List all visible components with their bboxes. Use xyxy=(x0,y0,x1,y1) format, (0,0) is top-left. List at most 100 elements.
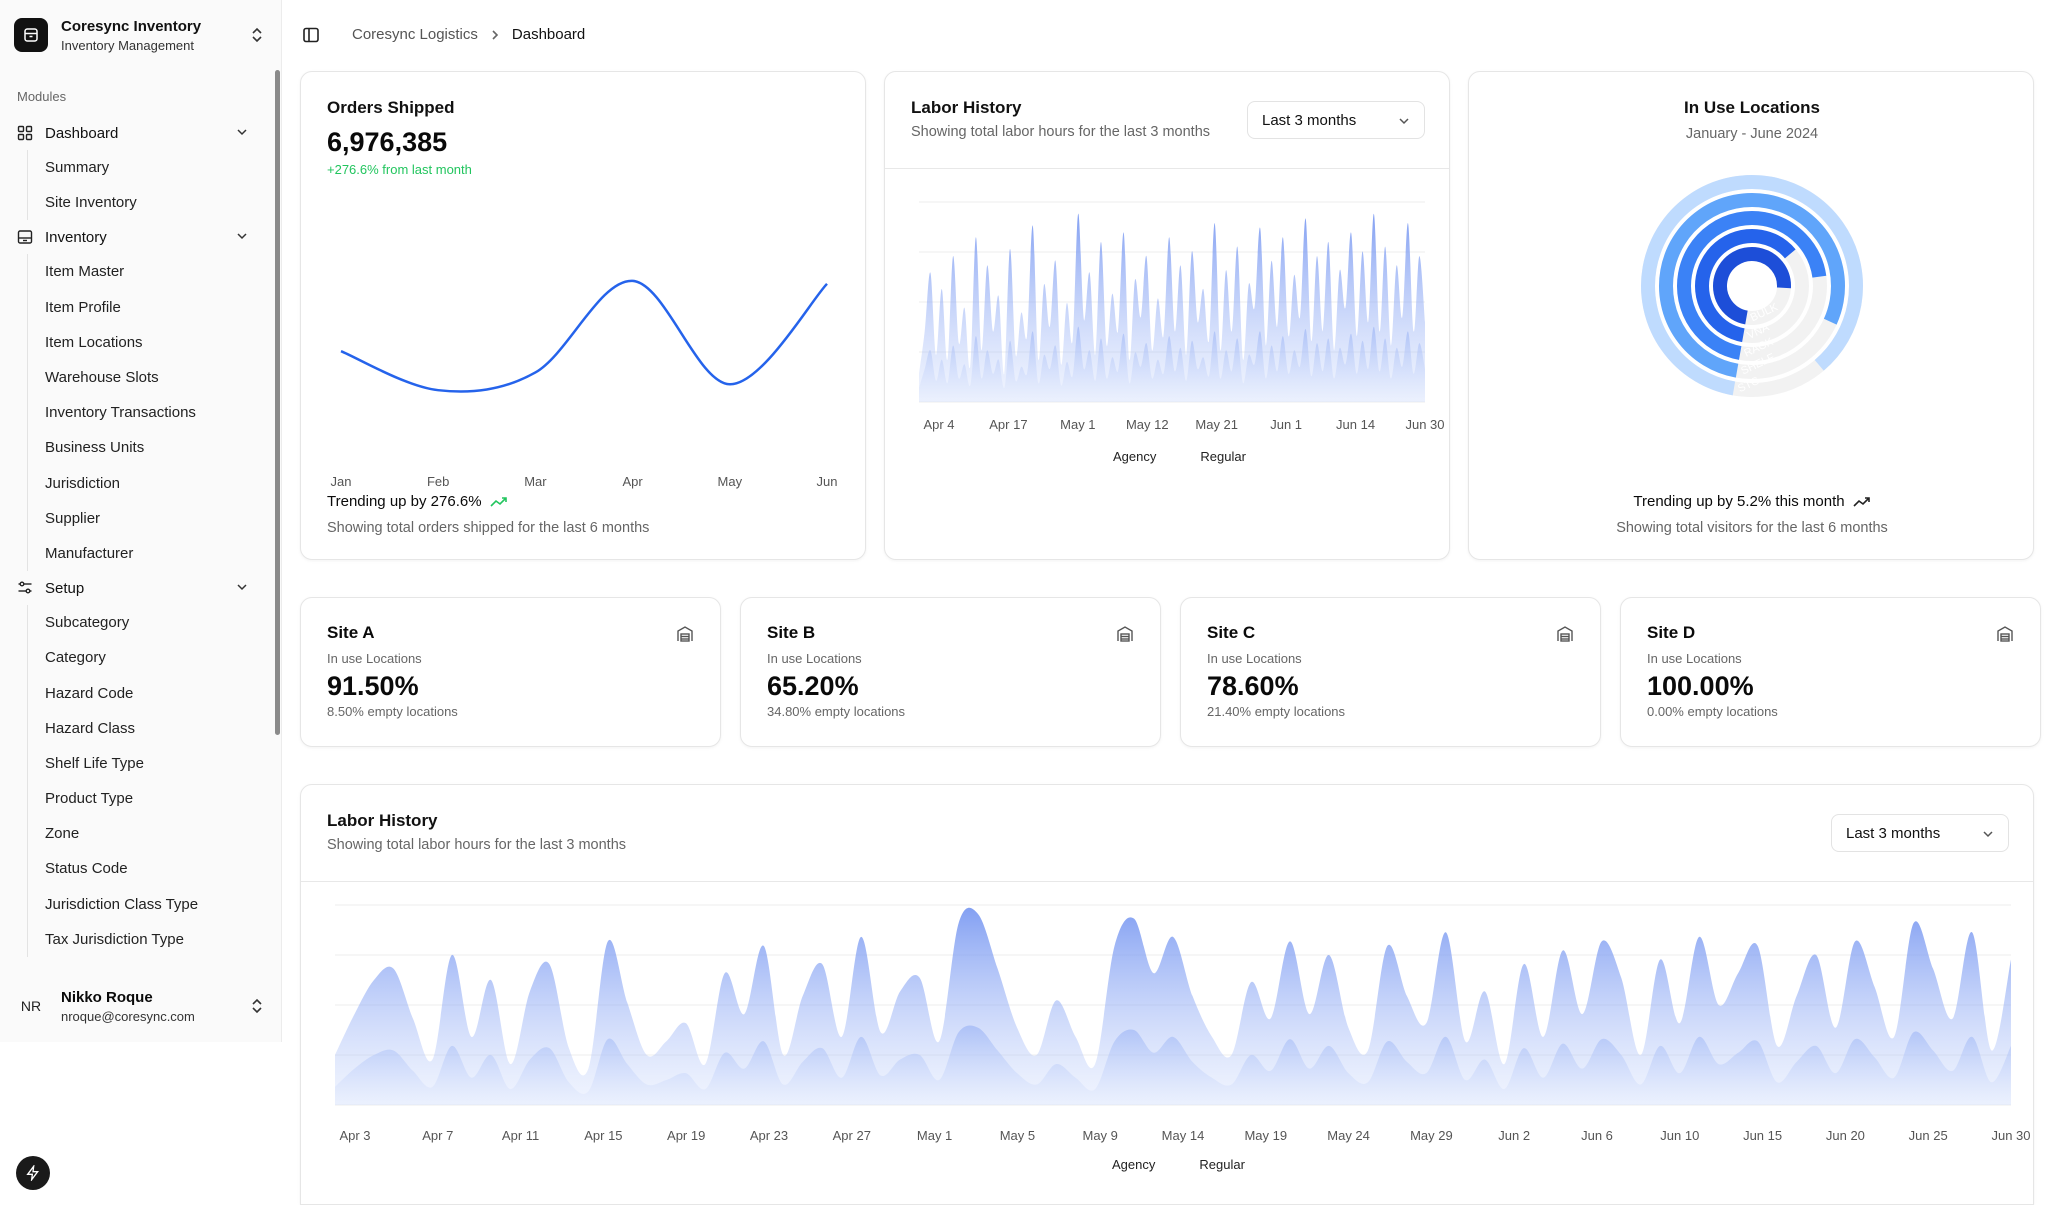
orders-value: 6,976,385 xyxy=(327,127,448,157)
chart-legend: Agency Regular xyxy=(1113,449,1246,464)
breadcrumb-parent[interactable]: Coresync Logistics xyxy=(352,26,478,43)
sidebar-item-status-code[interactable]: Status Code xyxy=(45,860,128,878)
orders-change: +276.6% from last month xyxy=(327,162,472,177)
x-tick-label: Apr 7 xyxy=(422,1128,453,1143)
orders-line-chart: Jan Feb Mar Apr May Jun xyxy=(331,279,837,489)
radial-bar-stg xyxy=(1641,175,1863,397)
sidebar-group-label: Dashboard xyxy=(45,124,119,142)
chevron-down-icon xyxy=(236,580,248,597)
site-card: Site C In use Locations 78.60% 21.40% empty… xyxy=(1180,597,1601,747)
x-tick-label: Jun 6 xyxy=(1581,1128,1613,1143)
site-label: In use Locations xyxy=(1207,651,1302,666)
x-tick-label: Apr 27 xyxy=(833,1128,871,1143)
legend-regular: Regular xyxy=(1199,1157,1245,1172)
sidebar-item-hazard-code[interactable]: Hazard Code xyxy=(45,684,134,702)
sidebar-group-label: Setup xyxy=(45,579,85,597)
x-tick-label: Jun 30 xyxy=(1991,1128,2030,1143)
sidebar-item-subcategory[interactable]: Subcategory xyxy=(45,614,130,632)
sidebar-item-site-inventory[interactable]: Site Inventory xyxy=(45,194,137,212)
sidebar-item-product-type[interactable]: Product Type xyxy=(45,790,134,808)
labor-area-chart: Apr 4 Apr 17 May 1 May 12 May 21 Jun 1 Jun 14 J… xyxy=(919,201,1445,432)
sidebar-item-supplier[interactable]: Supplier xyxy=(45,509,101,527)
divider xyxy=(301,881,2033,882)
area-series-regular xyxy=(919,326,1425,402)
sidebar-group-inventory[interactable]: Inventory xyxy=(0,220,270,254)
labor-history-wide-card: Labor History Showing total labor hours … xyxy=(300,784,2034,1205)
area-series-agency xyxy=(919,213,1425,402)
breadcrumb-current: Dashboard xyxy=(511,26,586,43)
x-tick-label: Jun 15 xyxy=(1743,1128,1782,1143)
x-tick-label: Feb xyxy=(427,474,449,489)
x-tick-label: Jun 14 xyxy=(1336,417,1375,432)
card-title: Labor History xyxy=(327,811,438,830)
sidebar-subnav: Item Master Item Profile Item Locations War… xyxy=(27,254,270,572)
warehouse-icon xyxy=(1116,625,1134,648)
divider xyxy=(885,168,1449,169)
card-description: Showing total labor hours for the last 3… xyxy=(327,837,627,853)
orders-trend: Trending up by 276.6% xyxy=(327,493,508,510)
sidebar: Coresync Inventory Inventory Management … xyxy=(0,0,282,1042)
chart-legend: Agency Regular xyxy=(1112,1157,1245,1172)
locations-trend: Trending up by 5.2% this month xyxy=(1469,493,2033,510)
range-select[interactable]: Last 3 months xyxy=(1247,101,1425,139)
site-name: Site D xyxy=(1647,623,1696,642)
box-icon xyxy=(14,18,48,52)
x-tick-label: Apr 23 xyxy=(750,1128,788,1143)
x-tick-label: Mar xyxy=(524,474,547,489)
sidebar-item-item-master[interactable]: Item Master xyxy=(45,263,125,281)
sidebar-item-hazard-class[interactable]: Hazard Class xyxy=(45,719,136,737)
x-tick-label: Apr 4 xyxy=(923,417,954,432)
sidebar-item-category[interactable]: Category xyxy=(45,649,106,667)
chevron-down-icon xyxy=(236,229,248,246)
orders-shipped-card: Orders Shipped 6,976,385 +276.6% from la… xyxy=(300,71,866,560)
sidebar-group-label: Inventory xyxy=(45,228,107,246)
sidebar-item-item-profile[interactable]: Item Profile xyxy=(45,298,121,316)
sidebar-scrollbar[interactable] xyxy=(275,70,280,735)
range-select[interactable]: Last 3 months xyxy=(1831,814,2009,852)
sidebar-toggle-icon[interactable] xyxy=(302,26,320,49)
sidebar-item-zone[interactable]: Zone xyxy=(45,825,80,843)
sidebar-subnav: Summary Site Inventory xyxy=(27,150,270,221)
bolt-button[interactable] xyxy=(16,1156,50,1190)
site-value: 100.00% xyxy=(1647,671,1754,701)
sidebar-item-inventory-transactions[interactable]: Inventory Transactions xyxy=(45,404,196,422)
x-tick-label: May 12 xyxy=(1126,417,1169,432)
sidebar-nav: Dashboard Summary Site Inventory Inventory I… xyxy=(0,116,270,957)
x-tick-label: May 1 xyxy=(1060,417,1095,432)
sidebar-item-manufacturer[interactable]: Manufacturer xyxy=(45,544,134,562)
sidebar-item-warehouse-slots[interactable]: Warehouse Slots xyxy=(45,369,159,387)
section-label: Modules xyxy=(17,89,67,104)
sidebar-item-item-locations[interactable]: Item Locations xyxy=(45,333,143,351)
breadcrumb: Coresync Logistics Dashboard xyxy=(352,26,585,43)
sidebar-item-tax-jurisdiction-type[interactable]: Tax Jurisdiction Type xyxy=(45,930,184,948)
x-tick-label: Apr xyxy=(622,474,643,489)
range-select-value: Last 3 months xyxy=(1262,111,1357,129)
sidebar-item-shelf-life-type[interactable]: Shelf Life Type xyxy=(45,754,144,772)
site-label: In use Locations xyxy=(327,651,422,666)
x-tick-label: Apr 3 xyxy=(339,1128,370,1143)
x-tick-label: Jun 30 xyxy=(1405,417,1444,432)
avatar: NR xyxy=(20,998,42,1014)
sidebar-group-dashboard[interactable]: Dashboard xyxy=(0,116,270,150)
site-card: Site B In use Locations 65.20% 34.80% empty… xyxy=(740,597,1161,747)
user-menu[interactable]: NR Nikko Roque nroque@coresync.com xyxy=(14,985,272,1027)
site-value: 78.60% xyxy=(1207,671,1299,701)
sidebar-item-jurisdiction[interactable]: Jurisdiction xyxy=(45,474,121,492)
site-name: Site A xyxy=(327,623,375,642)
grid-icon xyxy=(17,124,35,142)
sidebar-item-summary[interactable]: Summary xyxy=(45,159,110,177)
sidebar-group-setup[interactable]: Setup xyxy=(0,571,270,605)
sidebar-item-jurisdiction-class-type[interactable]: Jurisdiction Class Type xyxy=(45,895,199,913)
x-tick-label: May 14 xyxy=(1162,1128,1205,1143)
x-tick-label: May 21 xyxy=(1195,417,1238,432)
site-name: Site B xyxy=(767,623,816,642)
labor-area-chart-wide: Apr 3 Apr 7 Apr 11 Apr 15 Apr 19 Apr 23 Apr 27… xyxy=(335,904,2031,1143)
sidebar-item-business-units[interactable]: Business Units xyxy=(45,439,145,457)
radial-bar-bulk xyxy=(1713,247,1791,325)
x-tick-label: May 1 xyxy=(917,1128,952,1143)
x-tick-label: Apr 17 xyxy=(989,417,1027,432)
warehouse-icon xyxy=(676,625,694,648)
workspace-switcher[interactable]: Coresync Inventory Inventory Management xyxy=(14,14,272,56)
area-series-regular xyxy=(335,1025,2011,1105)
x-tick-label: May 5 xyxy=(1000,1128,1035,1143)
